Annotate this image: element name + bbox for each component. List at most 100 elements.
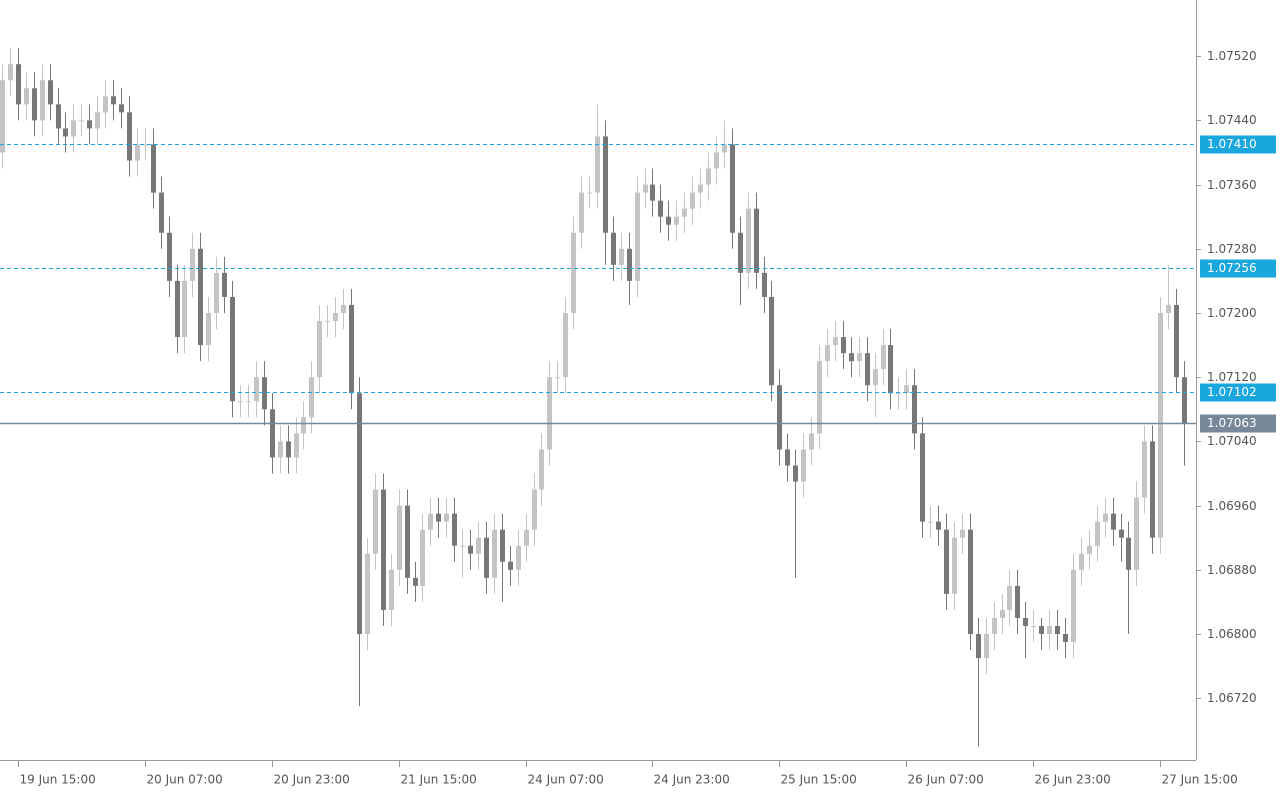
level-label-bg (1200, 259, 1276, 278)
x-tick-label: 21 Jun 15:00 (401, 773, 477, 787)
candle-body (984, 634, 989, 659)
level-label: 1.07102 (1207, 385, 1257, 399)
candle-body (397, 505, 402, 570)
candle-body (754, 208, 759, 273)
candle-body (95, 112, 100, 129)
candle-body (357, 393, 362, 635)
candle-body (436, 513, 441, 522)
candle-body (1134, 497, 1139, 570)
candle-body (674, 216, 679, 225)
candle-body (714, 152, 719, 169)
candle-body (1055, 625, 1060, 635)
candle-body (960, 529, 965, 538)
candle-body (325, 321, 330, 323)
x-tick-label: 24 Jun 07:00 (528, 773, 604, 787)
candle-body (1031, 625, 1036, 627)
candle-body (785, 449, 790, 466)
x-tick-label: 19 Jun 15:00 (20, 773, 96, 787)
candle-body (666, 216, 671, 225)
candle-body (381, 489, 386, 610)
candle-body (571, 232, 576, 313)
candle-body (1047, 625, 1052, 635)
candle-body (658, 200, 663, 217)
candle-body (119, 104, 124, 113)
candle-body (1007, 585, 1012, 610)
candle-body (833, 337, 838, 346)
candle-body (555, 377, 560, 379)
candle-body (79, 120, 84, 122)
candle-body (190, 248, 195, 281)
candle-body (793, 465, 798, 482)
candle-body (222, 272, 227, 297)
candle-body (32, 88, 37, 121)
x-tick-label: 27 Jun 15:00 (1162, 773, 1238, 787)
y-tick-label: 1.06880 (1207, 563, 1257, 577)
candle-body (762, 272, 767, 297)
candle-body (1039, 625, 1044, 635)
candle-body (428, 513, 433, 530)
candle-body (944, 529, 949, 594)
candle-body (103, 96, 108, 113)
candle-body (206, 312, 211, 346)
candle-body (349, 304, 354, 394)
candle-body (476, 537, 481, 554)
level-label: 1.07410 (1207, 137, 1257, 151)
level-label-bg (1200, 135, 1276, 154)
candle-body (769, 296, 774, 386)
candle-body (286, 441, 291, 458)
candle-body (460, 545, 465, 547)
candle-body (936, 521, 941, 530)
candle-body (1063, 634, 1068, 643)
candle-body (738, 232, 743, 273)
candle-body (270, 409, 275, 458)
candle-body (1150, 441, 1155, 538)
candle-body (333, 312, 338, 322)
candle-body (873, 369, 878, 386)
candle-body (547, 377, 552, 450)
candle-body (888, 345, 893, 394)
candle-body (976, 634, 981, 659)
y-tick-label: 1.07120 (1207, 370, 1257, 384)
candle-body (278, 441, 283, 458)
candle-body (389, 569, 394, 610)
candle-body (143, 144, 148, 146)
candle-body (1158, 312, 1163, 538)
y-tick-label: 1.07280 (1207, 242, 1257, 256)
candle-body (420, 529, 425, 586)
candle-body (920, 433, 925, 522)
candle-body (484, 537, 489, 578)
x-tick-label: 20 Jun 07:00 (147, 773, 223, 787)
y-tick-label: 1.07360 (1207, 178, 1257, 192)
candle-body (238, 401, 243, 403)
x-tick-label: 20 Jun 23:00 (274, 773, 350, 787)
candle-body (698, 184, 703, 193)
candle-body (246, 401, 251, 403)
candle-body (650, 184, 655, 201)
candle-body (690, 192, 695, 209)
candle-body (841, 337, 846, 354)
x-tick-label: 25 Jun 15:00 (781, 773, 857, 787)
candle-body (182, 280, 187, 338)
candle-body (865, 353, 870, 386)
candle-body (532, 489, 537, 530)
candle-body (730, 144, 735, 233)
candle-body (175, 280, 180, 338)
candle-body (365, 553, 370, 635)
candle-body (301, 417, 306, 434)
candle-body (952, 537, 957, 594)
candle-body (627, 248, 632, 281)
candle-body (706, 168, 711, 185)
candle-body (151, 144, 156, 193)
candle-body (8, 64, 13, 81)
y-tick-label: 1.06720 (1207, 691, 1257, 705)
candle-body (928, 521, 933, 523)
candle-body (294, 433, 299, 458)
candle-body (254, 377, 259, 402)
y-tick-label: 1.06800 (1207, 627, 1257, 641)
candle-body (40, 80, 45, 121)
candle-body (56, 104, 61, 129)
candle-body (317, 321, 322, 378)
candle-body (468, 545, 473, 554)
